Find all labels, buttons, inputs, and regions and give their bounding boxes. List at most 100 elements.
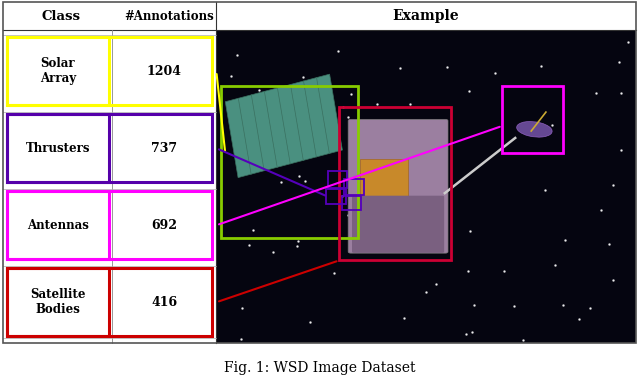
Point — [440, 239, 451, 245]
Point — [596, 207, 607, 213]
FancyBboxPatch shape — [352, 196, 444, 253]
Point — [518, 337, 529, 343]
Point — [536, 63, 547, 69]
Point — [244, 242, 255, 248]
Point — [338, 104, 348, 110]
Point — [461, 330, 471, 337]
Point — [550, 262, 560, 268]
Point — [258, 106, 268, 112]
Point — [607, 182, 618, 188]
Point — [431, 281, 442, 287]
Point — [294, 172, 304, 179]
Point — [573, 316, 584, 322]
Point — [254, 87, 264, 93]
Bar — [328, 171, 347, 188]
Point — [608, 277, 618, 283]
Point — [442, 64, 452, 70]
Point — [559, 236, 570, 243]
Text: Class: Class — [41, 9, 80, 22]
Text: 416: 416 — [151, 296, 177, 309]
Polygon shape — [225, 74, 342, 178]
Point — [433, 142, 444, 148]
Bar — [221, 86, 358, 238]
Point — [343, 212, 353, 218]
Point — [490, 70, 500, 77]
Point — [292, 243, 303, 249]
Bar — [216, 30, 636, 343]
Point — [241, 101, 252, 107]
Text: #Annotations: #Annotations — [124, 9, 214, 22]
Bar — [3, 30, 216, 343]
Point — [614, 59, 625, 65]
Bar — [502, 86, 563, 153]
Point — [346, 91, 356, 97]
Point — [591, 90, 602, 96]
Text: 692: 692 — [152, 219, 177, 232]
Point — [604, 241, 614, 247]
Point — [399, 315, 409, 321]
Bar — [7, 37, 109, 105]
Point — [293, 238, 303, 244]
Point — [275, 119, 285, 125]
Bar — [7, 114, 109, 182]
FancyBboxPatch shape — [348, 119, 448, 253]
Point — [298, 74, 308, 80]
Point — [268, 249, 278, 255]
Bar — [7, 191, 212, 259]
Point — [275, 179, 285, 185]
Bar — [7, 191, 109, 259]
Bar — [7, 268, 212, 336]
Point — [463, 268, 474, 274]
Point — [248, 227, 259, 233]
Ellipse shape — [516, 122, 552, 137]
Point — [226, 73, 236, 79]
Bar — [7, 114, 212, 182]
Point — [282, 114, 292, 120]
Text: 1204: 1204 — [147, 65, 182, 78]
Point — [300, 178, 310, 184]
Point — [429, 207, 439, 213]
Point — [465, 228, 475, 234]
Text: Example: Example — [392, 9, 460, 23]
Point — [378, 210, 388, 216]
Point — [467, 329, 477, 335]
Text: Solar
Array: Solar Array — [40, 57, 76, 85]
Point — [371, 101, 381, 107]
Point — [623, 39, 634, 45]
Bar — [360, 159, 408, 228]
Point — [364, 235, 374, 241]
Point — [368, 166, 378, 172]
Point — [540, 186, 550, 193]
Point — [547, 122, 557, 128]
Text: 737: 737 — [151, 142, 177, 155]
Point — [558, 302, 568, 308]
Text: Satellite
Bodies: Satellite Bodies — [30, 288, 86, 316]
Point — [324, 144, 334, 150]
Point — [287, 143, 298, 149]
Point — [333, 49, 343, 55]
Point — [421, 289, 431, 295]
Text: Thrusters: Thrusters — [26, 142, 90, 155]
Bar — [344, 179, 364, 195]
Point — [232, 52, 242, 58]
Point — [329, 270, 339, 276]
Text: Fig. 1: WSD Image Dataset: Fig. 1: WSD Image Dataset — [224, 361, 416, 375]
Point — [342, 114, 353, 120]
Point — [463, 88, 474, 94]
Point — [469, 302, 479, 308]
Bar — [326, 189, 346, 204]
Point — [405, 101, 415, 107]
Bar — [3, 2, 636, 30]
Point — [499, 268, 509, 274]
Bar — [339, 107, 451, 260]
Point — [585, 305, 595, 311]
Point — [305, 319, 315, 325]
Point — [395, 66, 405, 72]
Text: Antennas: Antennas — [27, 219, 89, 232]
Bar — [342, 196, 361, 210]
Point — [509, 303, 519, 309]
Point — [236, 336, 246, 342]
Point — [616, 147, 627, 153]
Point — [237, 305, 247, 311]
Point — [616, 90, 626, 96]
